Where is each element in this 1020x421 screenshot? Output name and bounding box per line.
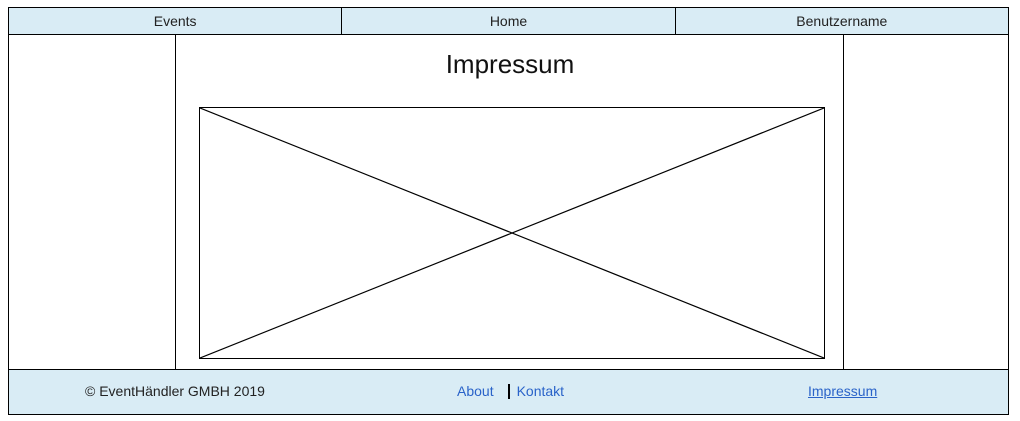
link-separator bbox=[507, 383, 510, 399]
footer: © EventHändler GMBH 2019 About Kontakt I… bbox=[8, 369, 1009, 415]
page-title: Impressum bbox=[445, 49, 575, 79]
nav-item-username[interactable]: Benutzername bbox=[676, 8, 1008, 34]
placeholder-cross bbox=[200, 108, 824, 358]
nav-item-events[interactable]: Events bbox=[9, 8, 343, 34]
about-link[interactable]: About bbox=[457, 383, 494, 399]
right-sidebar bbox=[843, 34, 1009, 370]
contact-link[interactable]: Kontakt bbox=[516, 383, 565, 399]
page-frame: Events Home Benutzername Impressum © Eve… bbox=[8, 7, 1009, 415]
footer-links: About Kontakt bbox=[457, 383, 564, 399]
main-content: Impressum bbox=[177, 34, 843, 370]
nav-item-label: Home bbox=[489, 13, 528, 29]
content-area: Impressum bbox=[8, 34, 1009, 370]
nav-item-home[interactable]: Home bbox=[342, 8, 676, 34]
image-placeholder-icon bbox=[199, 107, 825, 359]
copyright-text: © EventHändler GMBH 2019 bbox=[85, 383, 265, 399]
top-navigation: Events Home Benutzername bbox=[8, 7, 1009, 35]
impressum-link[interactable]: Impressum bbox=[808, 383, 878, 399]
left-sidebar bbox=[9, 34, 176, 370]
nav-item-label: Events bbox=[153, 13, 197, 29]
nav-item-label: Benutzername bbox=[796, 13, 888, 29]
